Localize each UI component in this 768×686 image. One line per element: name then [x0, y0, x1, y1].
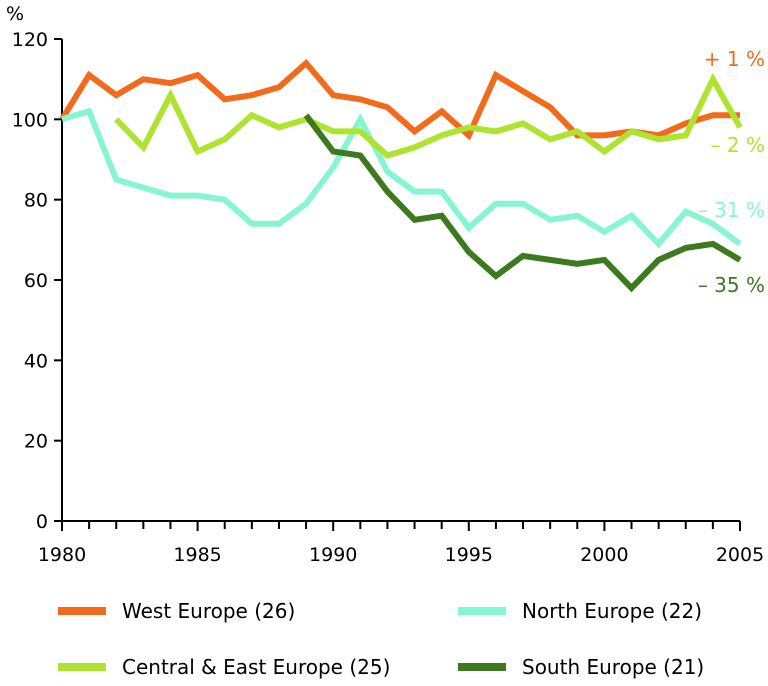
- series-line-0: [59, 58, 740, 141]
- y-tick-label: 60: [24, 270, 48, 292]
- series-line-2: [114, 72, 743, 159]
- series-end-label: – 35 %: [698, 273, 765, 297]
- x-tick-label: 1990: [309, 544, 357, 566]
- x-tick-label: 1980: [38, 544, 86, 566]
- legend-label: North Europe (22): [522, 599, 702, 623]
- legend-label: West Europe (26): [122, 599, 295, 623]
- series-line-3: [303, 113, 742, 293]
- series-line-1: [61, 107, 742, 249]
- series-end-label: + 1 %: [704, 47, 765, 71]
- y-tick-label: 40: [24, 350, 48, 372]
- y-tick-label: 0: [36, 511, 48, 533]
- x-tick-label: 2000: [580, 544, 628, 566]
- y-unit-label: %: [6, 3, 24, 25]
- y-tick-label: 20: [24, 431, 48, 453]
- legend-label: South Europe (21): [522, 655, 704, 679]
- series-end-label: – 2 %: [711, 133, 765, 157]
- x-tick-label: 1985: [173, 544, 221, 566]
- y-tick-label: 120: [12, 29, 48, 51]
- x-tick-label: 2005: [716, 544, 764, 566]
- legend-label: Central & East Europe (25): [122, 655, 390, 679]
- series-end-label: – 31 %: [698, 198, 765, 222]
- x-tick-label: 1995: [445, 544, 493, 566]
- y-tick-label: 80: [24, 190, 48, 212]
- y-tick-label: 100: [12, 109, 48, 131]
